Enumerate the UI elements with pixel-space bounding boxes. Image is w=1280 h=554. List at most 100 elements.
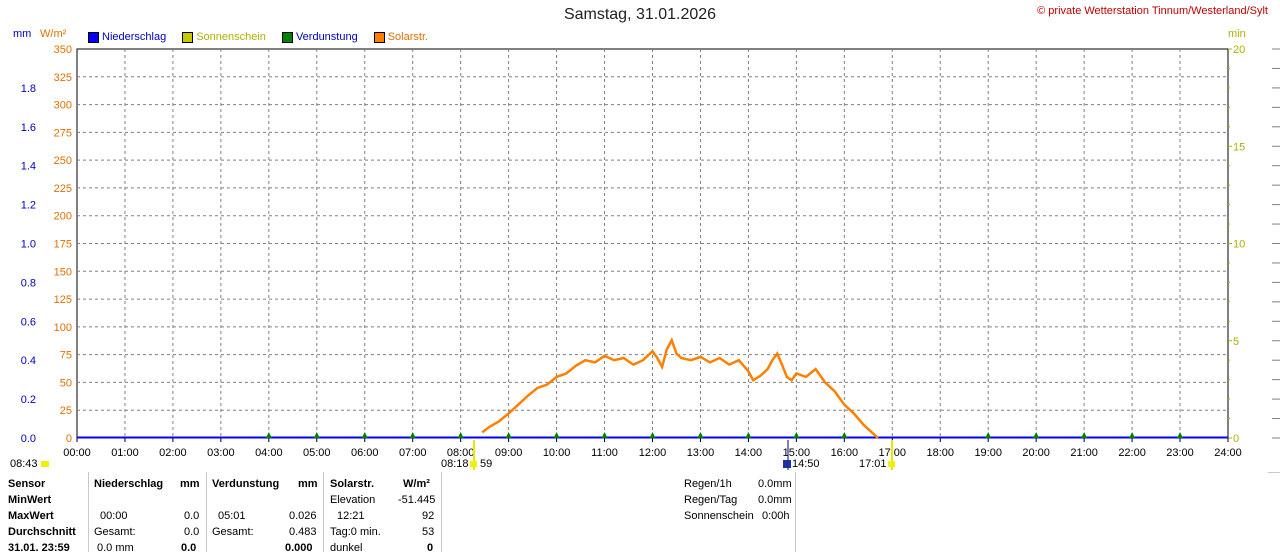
x-tick-label: 11:00 (591, 447, 618, 459)
verdunstung-max-time: 05:01 (218, 510, 246, 522)
sunset-time: 17:01 (859, 458, 887, 470)
solar-dunkel-label: dunkel (330, 542, 363, 554)
niederschlag-max-val: 0.0 (184, 510, 200, 522)
unit-mm: mm (13, 28, 32, 40)
legend-swatch-green (281, 31, 293, 43)
verdunstung-marker (1081, 432, 1088, 438)
solar-header: Solarstr. (330, 478, 375, 490)
y-tick-label-mm: 1.2 (21, 200, 36, 212)
left-time: 08:43 (10, 458, 38, 470)
y-tick-label-mm: 1.6 (21, 122, 36, 134)
verdunstung-marker (1033, 432, 1040, 438)
divider (88, 472, 89, 552)
niederschlag-header: Niederschlag (94, 478, 164, 490)
solar-max-time: 12:21 (337, 510, 365, 522)
y-tick-label-wm2: 50 (60, 377, 72, 389)
legend-label: Niederschlag (102, 31, 167, 43)
stats-panel: Sensor MinWert MaxWert Durchschnitt 31.0… (0, 472, 1280, 554)
x-tick-label: 09:00 (495, 447, 523, 459)
legend-item-niederschlag: Niederschlag (88, 31, 166, 43)
y-tick-label-mm: 1.4 (21, 161, 36, 173)
y-tick-label-wm2: 325 (54, 72, 72, 84)
y-tick-label-wm2: 350 (54, 44, 72, 56)
legend-swatch-blue (88, 31, 99, 43)
x-tick-label: 23:00 (1166, 447, 1194, 459)
x-axis: 00:00 01:00 02:00 03:00 04:00 05:00 06:00 07:00… (63, 438, 1242, 459)
verdunstung-marker (313, 432, 320, 438)
legend-label: Solarstr. (387, 31, 429, 43)
verdunstung-marker (457, 432, 464, 438)
y-tick-label-mm: 1.8 (21, 83, 36, 95)
x-tick-label: 10:00 (543, 447, 571, 459)
sunrise-time: 08:18 (441, 458, 469, 470)
verdunstung-markers (265, 432, 1184, 438)
verdunstung-marker (793, 432, 800, 438)
solar-max-val: 92 (422, 510, 435, 522)
legend-label: Verdunstung (295, 31, 358, 43)
verdunstung-marker (361, 432, 368, 438)
solar-elevation-label: Elevation (330, 494, 376, 506)
y-tick-label-min: 0 (1233, 433, 1239, 445)
y-tick-label-wm2: 25 (60, 405, 72, 417)
y-tick-label-wm2: 200 (54, 211, 72, 223)
x-tick-label: 21:00 (1070, 447, 1098, 459)
y-tick-label-wm2: 275 (54, 127, 72, 139)
x-tick-label: 18:00 (926, 447, 954, 459)
sun-icon (41, 461, 49, 467)
regen1h-label: Regen/1h (684, 478, 732, 490)
niederschlag-current: 0.0 mm (97, 542, 134, 554)
niederschlag-gesamt-val: 0.0 (184, 526, 200, 538)
divider (1268, 472, 1280, 473)
verdunstung-marker (649, 432, 656, 438)
y-tick-label-wm2: 175 (54, 239, 72, 251)
legend-swatch-yellow (182, 31, 194, 43)
verdunstung-marker (601, 432, 608, 438)
y-tick-label-wm2: 100 (54, 322, 72, 334)
verdunstung-gesamt-label: Gesamt: (212, 526, 254, 538)
sun-markers (473, 440, 893, 470)
x-tick-label: 03:00 (207, 447, 235, 459)
sunrise-icon (470, 461, 477, 467)
page-title: Samstag, 31.01.2026 (563, 6, 717, 23)
regen1h-val: 0.0mm (758, 478, 792, 490)
x-tick-label: 20:00 (1022, 447, 1050, 459)
verdunstung-gesamt-val: 0.483 (289, 526, 317, 538)
legend-item-solar: Solarstr. (373, 31, 429, 43)
sunrise-minutes: 59 (480, 458, 493, 470)
verdunstung-marker (409, 432, 416, 438)
verdunstung-marker (745, 432, 752, 438)
legend: Niederschlag Sonnenschein Verdunstung So… (88, 31, 428, 43)
x-tick-label: 06:00 (351, 447, 379, 459)
verdunstung-current-bold: 0.000 (285, 542, 313, 554)
legend-item-verdunstung: Verdunstung (281, 31, 358, 43)
y-tick-label-mm: 0.0 (21, 433, 36, 445)
solar-tag-label: Tag:0 min. (330, 526, 381, 538)
sunset-icon (888, 461, 895, 467)
verdunstung-marker (265, 432, 272, 438)
legend-swatch-orange (373, 31, 385, 43)
x-tick-label: 16:00 (831, 447, 859, 459)
stats-minwert: MinWert (8, 494, 52, 506)
y-tick-label-mm: 1.0 (21, 239, 36, 251)
sonnenschein-label: Sonnenschein (684, 510, 754, 522)
verdunstung-header: Verdunstung (212, 478, 280, 490)
niederschlag-unit: mm (180, 478, 200, 490)
x-tick-label: 05:00 (303, 447, 331, 459)
x-tick-label: 01:00 (111, 447, 139, 459)
solar-series-line (481, 337, 879, 439)
x-tick-label: 24:00 (1214, 447, 1242, 459)
x-tick-label: 13:00 (687, 447, 715, 459)
legend-item-sonnenschein: Sonnenschein (182, 31, 266, 43)
verdunstung-marker (1129, 432, 1136, 438)
x-tick-label: 04:00 (255, 447, 283, 459)
y-tick-label-wm2: 75 (60, 350, 72, 362)
y-tick-label-wm2: 300 (54, 100, 72, 112)
y-tick-label-wm2: 250 (54, 155, 72, 167)
y-tick-label-mm: 0.4 (21, 355, 36, 367)
y-tick-label-mm: 0.6 (21, 316, 36, 328)
x-tick-label: 07:00 (399, 447, 427, 459)
y-tick-label-min: 5 (1233, 336, 1239, 348)
verdunstung-marker (697, 432, 704, 438)
x-tick-label: 15:00 (783, 447, 811, 459)
verdunstung-marker (553, 432, 560, 438)
